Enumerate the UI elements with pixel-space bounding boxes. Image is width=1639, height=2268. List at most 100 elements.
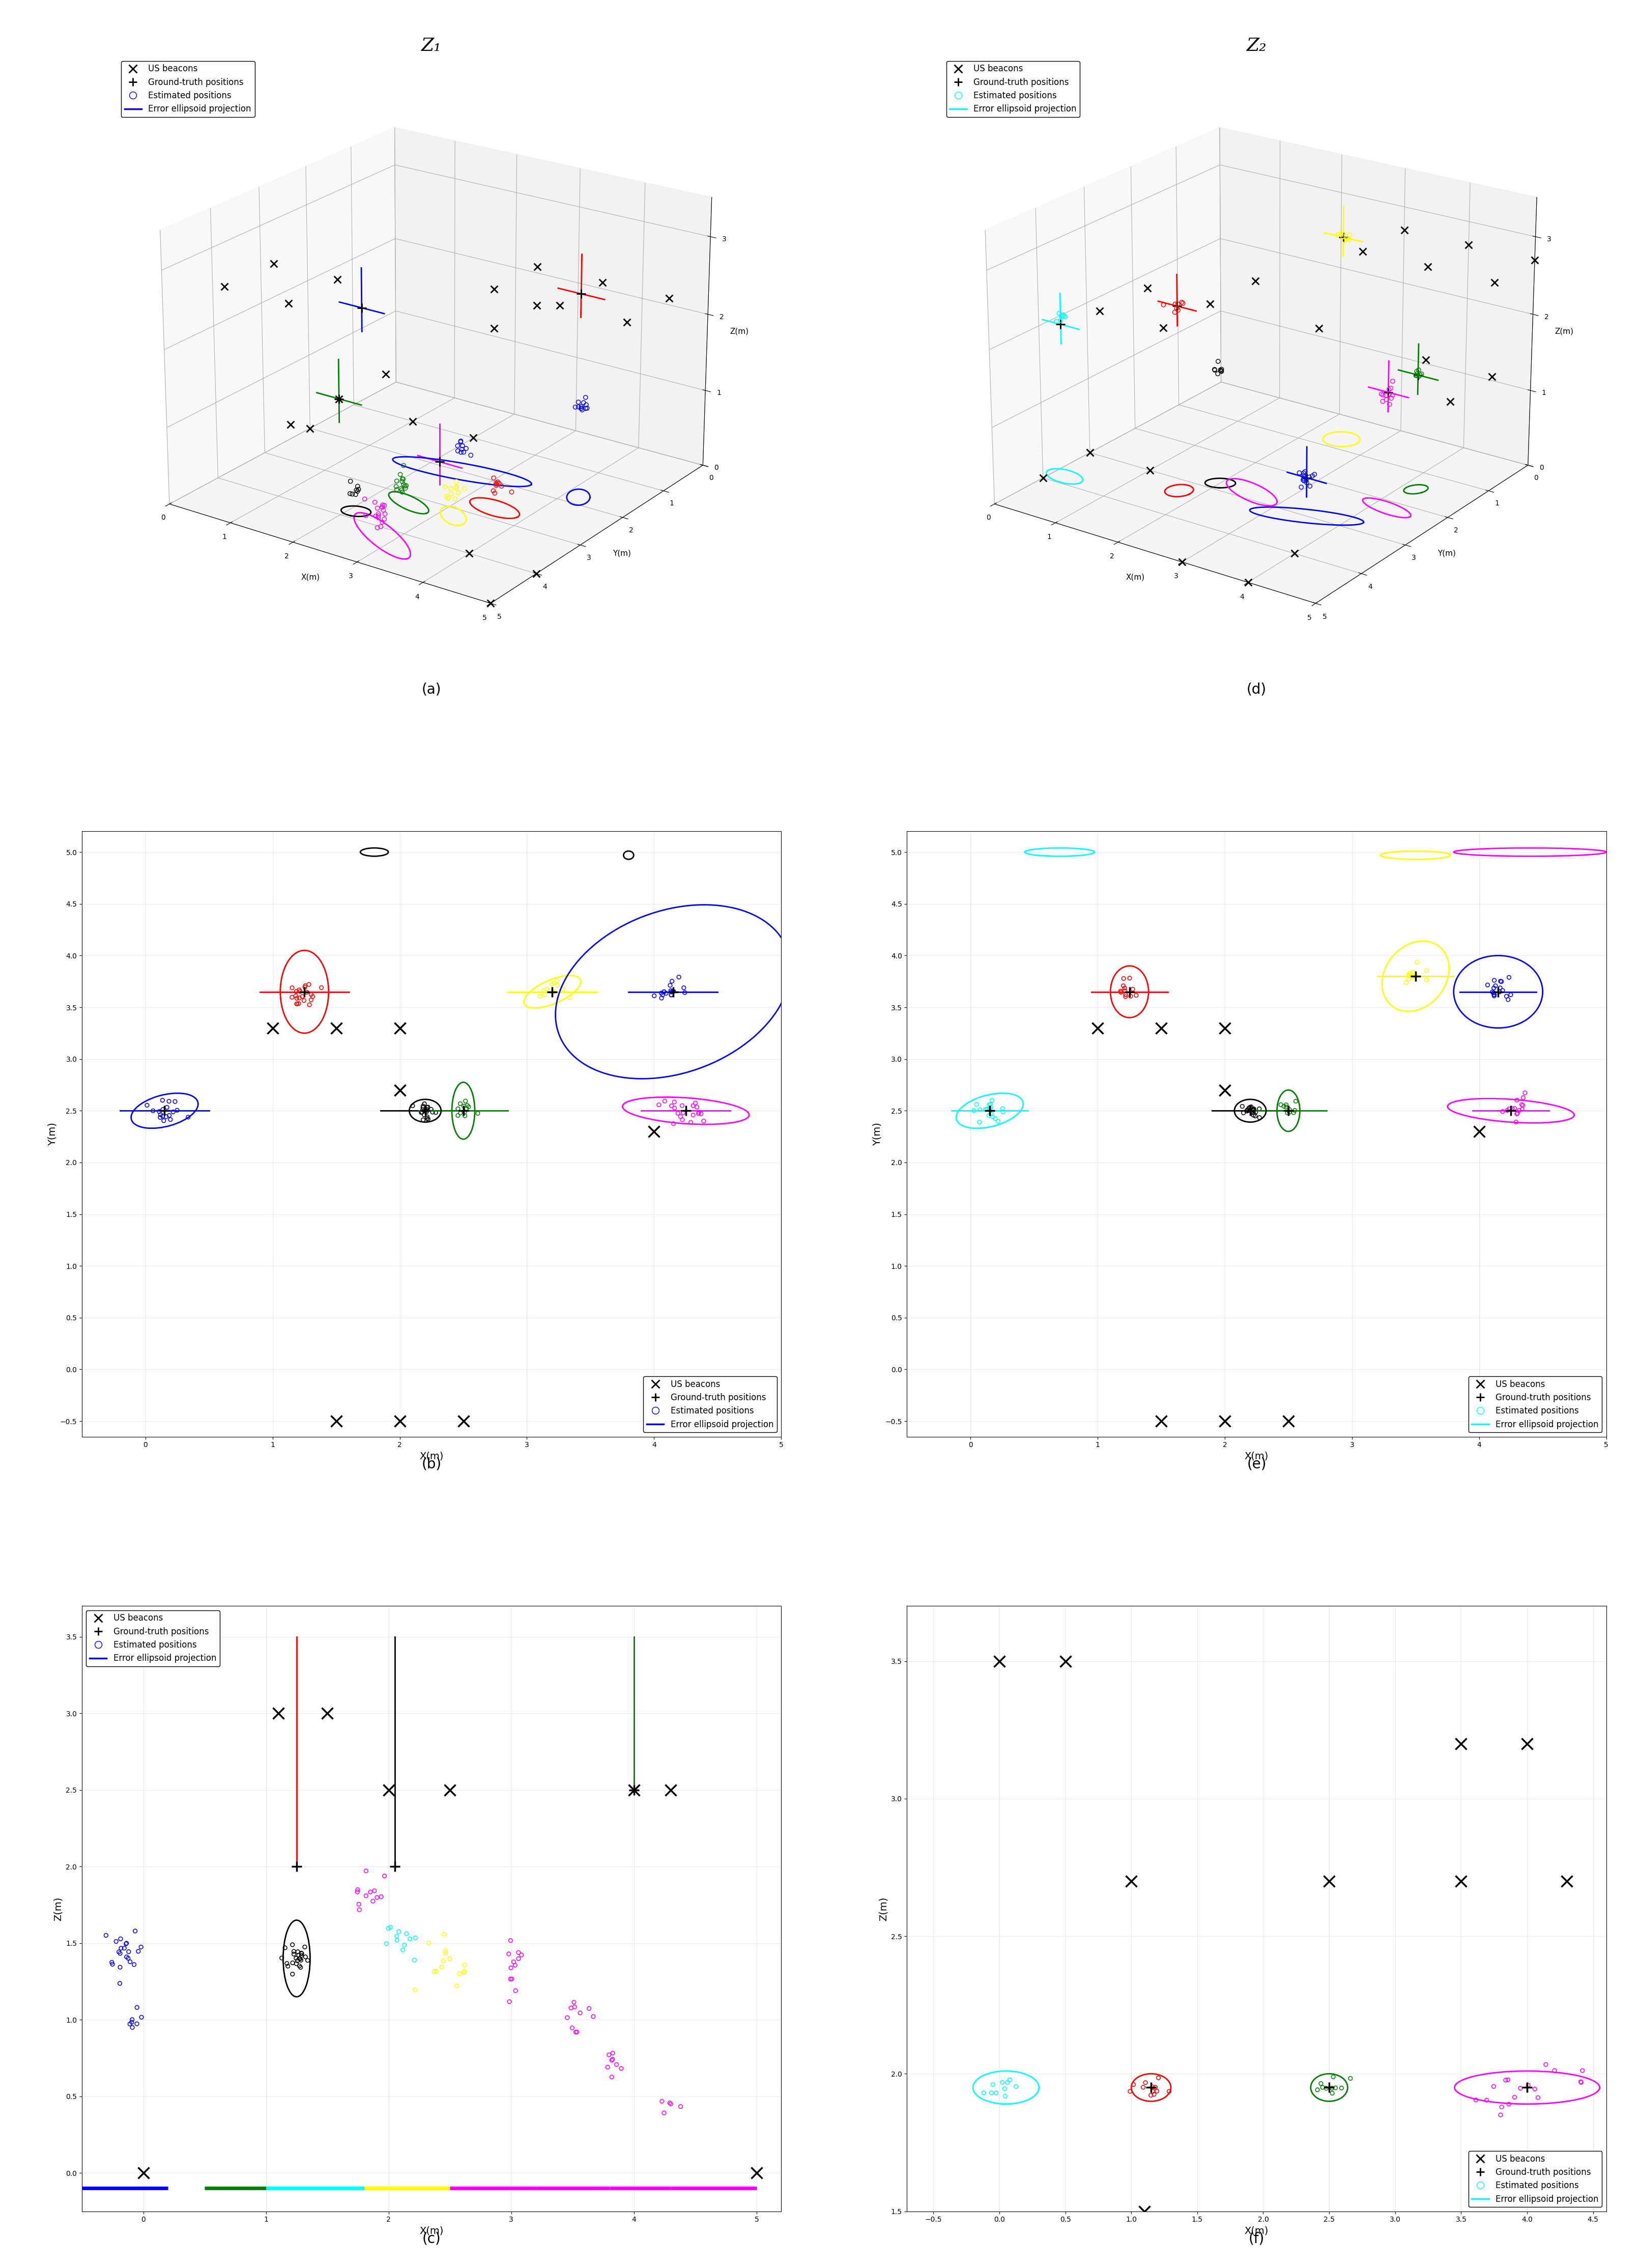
Point <box>115 1939 141 1975</box>
Point <box>688 1095 715 1132</box>
Point <box>390 1932 416 1969</box>
Point <box>1139 2073 1165 2109</box>
Point <box>284 987 310 1023</box>
Point <box>1482 978 1508 1014</box>
Point <box>503 1973 529 2009</box>
Point <box>413 1093 439 1129</box>
Point <box>659 973 685 1009</box>
Point <box>139 1093 166 1129</box>
Point <box>284 973 310 1009</box>
Point <box>1329 2071 1355 2107</box>
Point <box>1234 1093 1260 1129</box>
Point <box>1274 1086 1300 1123</box>
Point <box>1567 2064 1593 2100</box>
Point <box>413 1091 439 1127</box>
Point <box>659 964 685 1000</box>
Point <box>1569 2064 1595 2100</box>
Point <box>1274 1089 1300 1125</box>
Point <box>288 1935 315 1971</box>
Point <box>1308 2066 1334 2102</box>
Point <box>288 1941 315 1978</box>
Point <box>1123 978 1149 1014</box>
Point <box>1119 971 1146 1007</box>
Point <box>287 980 313 1016</box>
Point <box>1241 1098 1267 1134</box>
Point <box>967 1091 993 1127</box>
Point <box>672 975 698 1012</box>
Point <box>1490 973 1516 1009</box>
Point <box>1139 2068 1165 2105</box>
Point <box>670 1095 697 1132</box>
Point <box>670 971 697 1007</box>
Point <box>1488 2089 1514 2125</box>
Point <box>444 1098 470 1134</box>
Point <box>292 1939 318 1975</box>
Point <box>344 1873 370 1910</box>
Point <box>661 973 687 1009</box>
Point <box>1283 1084 1310 1120</box>
Point <box>415 1089 441 1125</box>
X-axis label: X(m): X(m) <box>1244 2227 1269 2236</box>
Point <box>978 1095 1005 1132</box>
Point <box>600 2041 626 2077</box>
Point <box>125 1932 151 1969</box>
Point <box>556 980 582 1016</box>
Point <box>992 2071 1018 2107</box>
Point <box>978 1089 1005 1125</box>
Point <box>113 1939 139 1975</box>
Point <box>1267 1086 1293 1123</box>
Point <box>284 1939 310 1975</box>
Point <box>162 1084 188 1120</box>
Point <box>977 1086 1003 1123</box>
Point <box>659 973 685 1009</box>
Point <box>1480 978 1506 1014</box>
Point <box>98 1944 125 1980</box>
Point <box>1498 978 1524 1014</box>
Point <box>1133 2064 1159 2100</box>
Point <box>669 1102 695 1139</box>
Point <box>1121 2066 1147 2102</box>
Point <box>451 1946 477 1982</box>
Point <box>1337 2059 1364 2096</box>
Point <box>1398 959 1424 996</box>
Point <box>649 980 675 1016</box>
Point <box>1503 1105 1529 1141</box>
Point <box>1400 959 1426 996</box>
Point <box>413 1089 439 1125</box>
Point <box>413 1093 439 1129</box>
Point <box>649 2082 675 2118</box>
Point <box>982 1100 1008 1136</box>
Point <box>284 1946 310 1982</box>
Point <box>344 1871 370 1907</box>
Point <box>451 1093 477 1129</box>
Point <box>352 1853 379 1889</box>
Point <box>651 973 677 1009</box>
Point <box>659 1089 685 1125</box>
Point <box>1234 1091 1260 1127</box>
Point <box>151 1102 177 1139</box>
Point <box>662 1091 688 1127</box>
Point <box>454 1091 480 1127</box>
Point <box>1511 1075 1537 1111</box>
Point <box>269 1939 295 1975</box>
Point <box>549 971 575 1007</box>
Point <box>539 966 565 1002</box>
Point <box>1524 2080 1550 2116</box>
Point <box>93 1916 120 1953</box>
Point <box>287 1948 313 1985</box>
Point <box>402 1971 428 2007</box>
Point <box>454 1086 480 1123</box>
Point <box>149 1091 175 1127</box>
Point <box>1241 1091 1267 1127</box>
Point <box>561 1985 587 2021</box>
Text: (f): (f) <box>1249 2232 1265 2245</box>
Point <box>1462 2082 1488 2118</box>
Point <box>531 973 557 1009</box>
Point <box>451 1089 477 1125</box>
Point <box>665 959 692 996</box>
Point <box>111 1930 138 1966</box>
Point <box>498 1962 524 1998</box>
Point <box>1111 971 1137 1007</box>
Point <box>975 1098 1001 1134</box>
Point <box>148 1100 174 1136</box>
